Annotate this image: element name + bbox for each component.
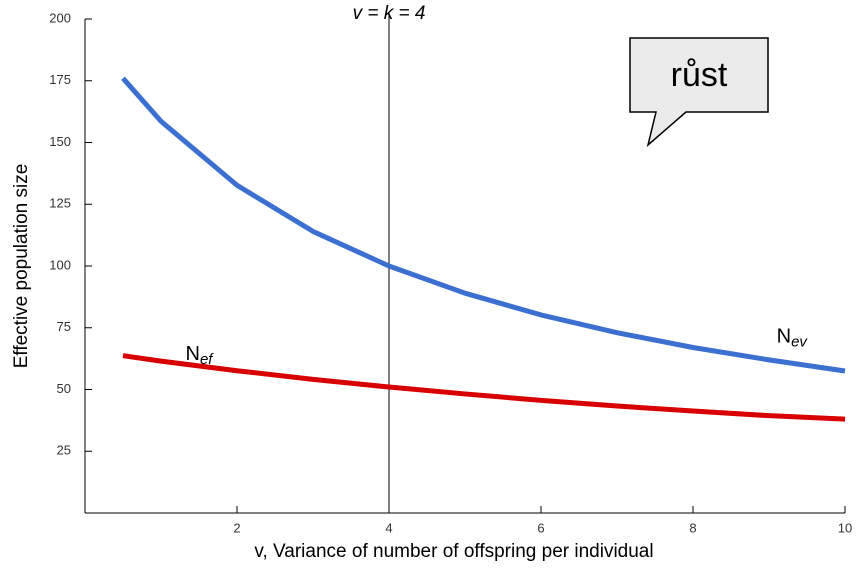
callout-bubble [629,37,769,148]
x-tick-label: 10 [838,520,852,535]
x-tick-label: 2 [233,520,240,535]
x-tick-label: 6 [537,520,544,535]
callout-text: růst [671,56,728,94]
x-axis-label: v, Variance of number of offspring per i… [254,541,653,562]
y-tick-label: 25 [57,443,71,458]
series-label: Nef [186,343,215,368]
series-line [121,76,846,374]
y-tick-label: 50 [57,381,71,396]
series-label-sub: ev [791,334,808,351]
series-line [122,353,846,422]
y-axis-label: Effective population size [11,164,32,369]
y-tick-label: 100 [49,257,71,272]
y-tick-label: 150 [49,134,71,149]
y-tick-label: 175 [49,72,71,87]
x-tick-label: 8 [689,520,696,535]
series-label-sub: ef [200,351,214,368]
series-label-main: N [186,343,200,365]
y-tick-label: 125 [49,196,71,211]
y-tick-label: 200 [49,10,71,25]
series-label-main: N [777,326,791,348]
x-tick-label: 4 [385,520,392,535]
series-label: Nev [777,326,809,351]
y-tick-label: 75 [57,319,71,334]
reference-label: v = k = 4 [353,3,426,24]
